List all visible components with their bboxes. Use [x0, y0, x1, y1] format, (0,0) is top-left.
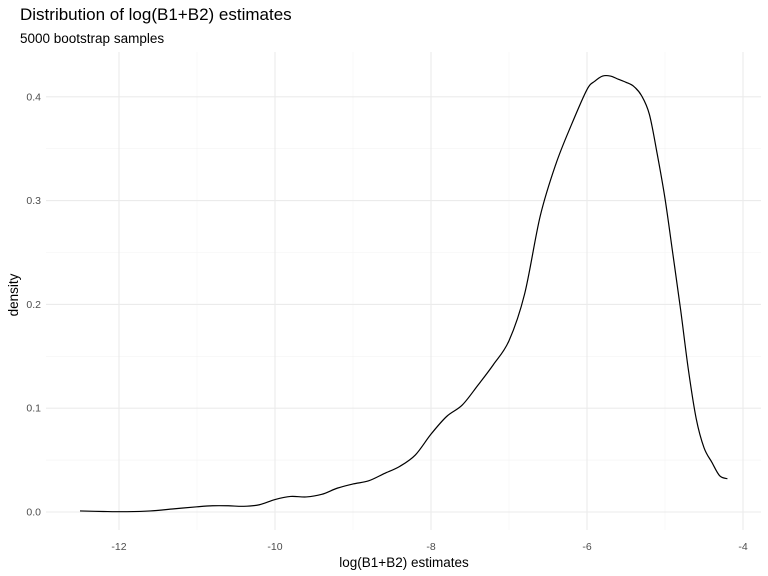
y-tick-label: 0.0 [26, 507, 41, 519]
y-axis-title: density [6, 273, 21, 316]
chart-subtitle: 5000 bootstrap samples [20, 31, 164, 46]
x-tick-label: -4 [738, 541, 747, 553]
x-axis-title: log(B1+B2) estimates [339, 555, 469, 570]
plot-grid [46, 52, 761, 530]
density-curve [79, 74, 728, 513]
x-tick-label: -6 [582, 541, 591, 553]
x-tick-label: -12 [111, 541, 126, 553]
axis-ticks: -12 -10 -8 -6 -4 0.0 0.1 0.2 0.3 0.4 [26, 91, 747, 553]
y-tick-label: 0.3 [26, 195, 41, 207]
y-tick-label: 0.1 [26, 403, 41, 415]
x-tick-label: -10 [267, 541, 282, 553]
y-tick-label: 0.2 [26, 299, 41, 311]
y-tick-label: 0.4 [26, 91, 41, 103]
chart-title: Distribution of log(B1+B2) estimates [20, 5, 292, 24]
x-tick-label: -8 [426, 541, 435, 553]
